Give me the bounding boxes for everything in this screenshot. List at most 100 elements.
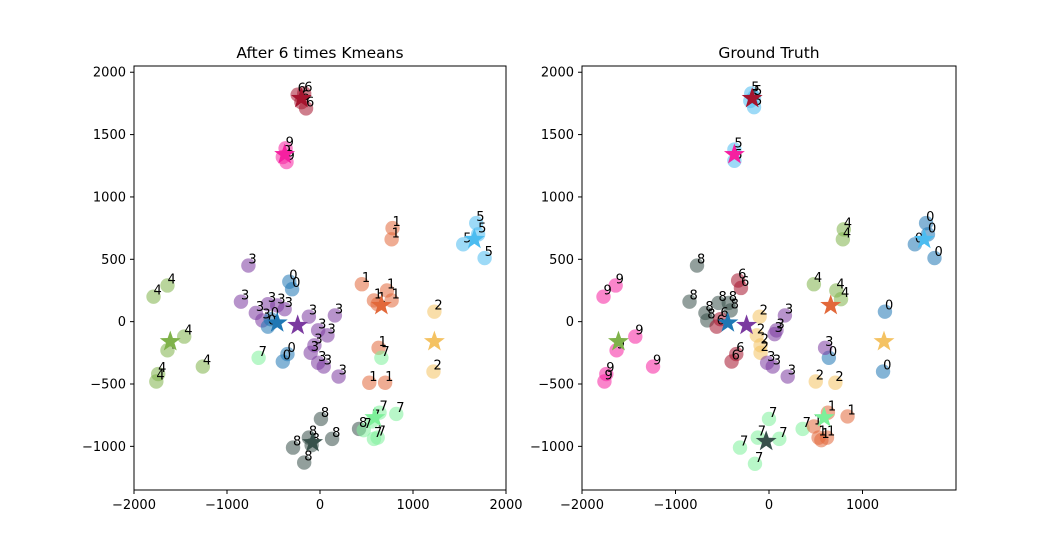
point-label: 0 [928, 221, 936, 236]
point-label: 6 [738, 267, 746, 282]
point-label: 7 [364, 417, 372, 432]
y-tick-label: 0 [566, 315, 574, 330]
data-point [426, 364, 441, 379]
data-point [777, 308, 793, 323]
centroid-star [370, 294, 392, 315]
point-label: 5 [485, 245, 493, 260]
data-point [296, 455, 312, 470]
data-point [316, 359, 331, 374]
data-point [752, 309, 767, 324]
data-point [682, 294, 697, 309]
centroid-star [608, 330, 629, 351]
centroid-star [873, 330, 895, 351]
y-tick-label: 0 [118, 315, 126, 330]
data-point [477, 250, 492, 266]
data-point [366, 431, 382, 447]
point-label: 6 [720, 306, 728, 321]
point-label: 2 [433, 359, 441, 374]
data-point [374, 350, 389, 366]
data-point [384, 232, 399, 247]
point-label: 1 [828, 400, 836, 415]
point-label: 3 [788, 364, 796, 379]
data-point [596, 289, 611, 304]
point-label: 8 [332, 426, 340, 441]
data-point [780, 369, 795, 384]
data-point [877, 304, 893, 319]
data-point [927, 250, 942, 266]
point-label: 3 [339, 364, 347, 379]
data-point [645, 359, 661, 374]
data-point [233, 294, 249, 309]
point-label: 4 [841, 286, 849, 301]
point-label: 3 [256, 300, 264, 315]
point-label: 4 [814, 271, 822, 286]
point-label: 0 [829, 345, 837, 360]
point-label: 8 [705, 300, 713, 315]
data-point [301, 309, 317, 324]
y-tick-label: −500 [90, 378, 126, 393]
point-label: 7 [769, 406, 777, 421]
point-label: 1 [374, 287, 382, 302]
point-label: 8 [697, 253, 705, 268]
data-point [177, 329, 192, 344]
data-point [277, 301, 292, 317]
x-tick-label: −2000 [560, 498, 604, 513]
data-point [628, 329, 643, 344]
data-point [362, 375, 377, 390]
point-label: 9 [604, 369, 612, 384]
data-point [356, 422, 371, 438]
centroid-star [302, 431, 324, 452]
data-point [456, 237, 471, 252]
point-label: 0 [283, 349, 291, 364]
point-label: 3 [775, 321, 783, 336]
point-label: 7 [259, 345, 267, 360]
data-point [828, 375, 843, 390]
point-label: 4 [843, 226, 851, 241]
centroid-star [287, 314, 309, 335]
data-point [835, 232, 851, 247]
x-tick-label: 0 [316, 498, 324, 513]
x-tick-label: 2000 [489, 498, 522, 513]
data-point [795, 421, 810, 437]
x-tick-label: −1000 [654, 498, 698, 513]
point-label: 3 [318, 317, 326, 332]
point-label: 3 [324, 354, 332, 369]
point-label: 2 [434, 299, 442, 314]
point-label: 3 [335, 302, 343, 317]
centroid-star [736, 314, 758, 335]
data-point [241, 258, 256, 273]
point-label: 6 [732, 349, 740, 364]
point-label: 5 [751, 80, 759, 95]
point-label: 2 [835, 370, 843, 385]
point-label: 5 [478, 221, 486, 236]
chart-title: Ground Truth [718, 44, 819, 62]
point-label: 9 [287, 149, 295, 164]
centroid-star [741, 87, 763, 108]
data-point [711, 295, 726, 311]
point-label: 3 [314, 332, 322, 347]
point-label: 3 [767, 350, 775, 365]
point-label: 4 [184, 324, 192, 339]
point-label: 3 [776, 317, 784, 332]
centroid-star [274, 143, 296, 164]
point-label: 3 [277, 292, 285, 307]
y-tick-label: 500 [101, 253, 126, 268]
point-label: 3 [785, 302, 793, 317]
data-point [385, 220, 400, 236]
point-label: 1 [848, 403, 856, 418]
data-point [469, 215, 484, 231]
data-point [767, 326, 782, 342]
point-label: 8 [304, 450, 312, 465]
point-label: 1 [379, 335, 387, 350]
point-label: 3 [268, 291, 276, 306]
point-label: 4 [203, 354, 211, 369]
point-label: 1 [369, 370, 377, 385]
point-label: 3 [311, 340, 319, 355]
point-label: 5 [754, 84, 762, 99]
point-label: 3 [825, 335, 833, 350]
centroid-star [463, 228, 485, 249]
point-label: 9 [653, 354, 661, 369]
point-label: 7 [381, 345, 389, 360]
data-point [320, 328, 335, 343]
point-label: 2 [760, 304, 768, 319]
